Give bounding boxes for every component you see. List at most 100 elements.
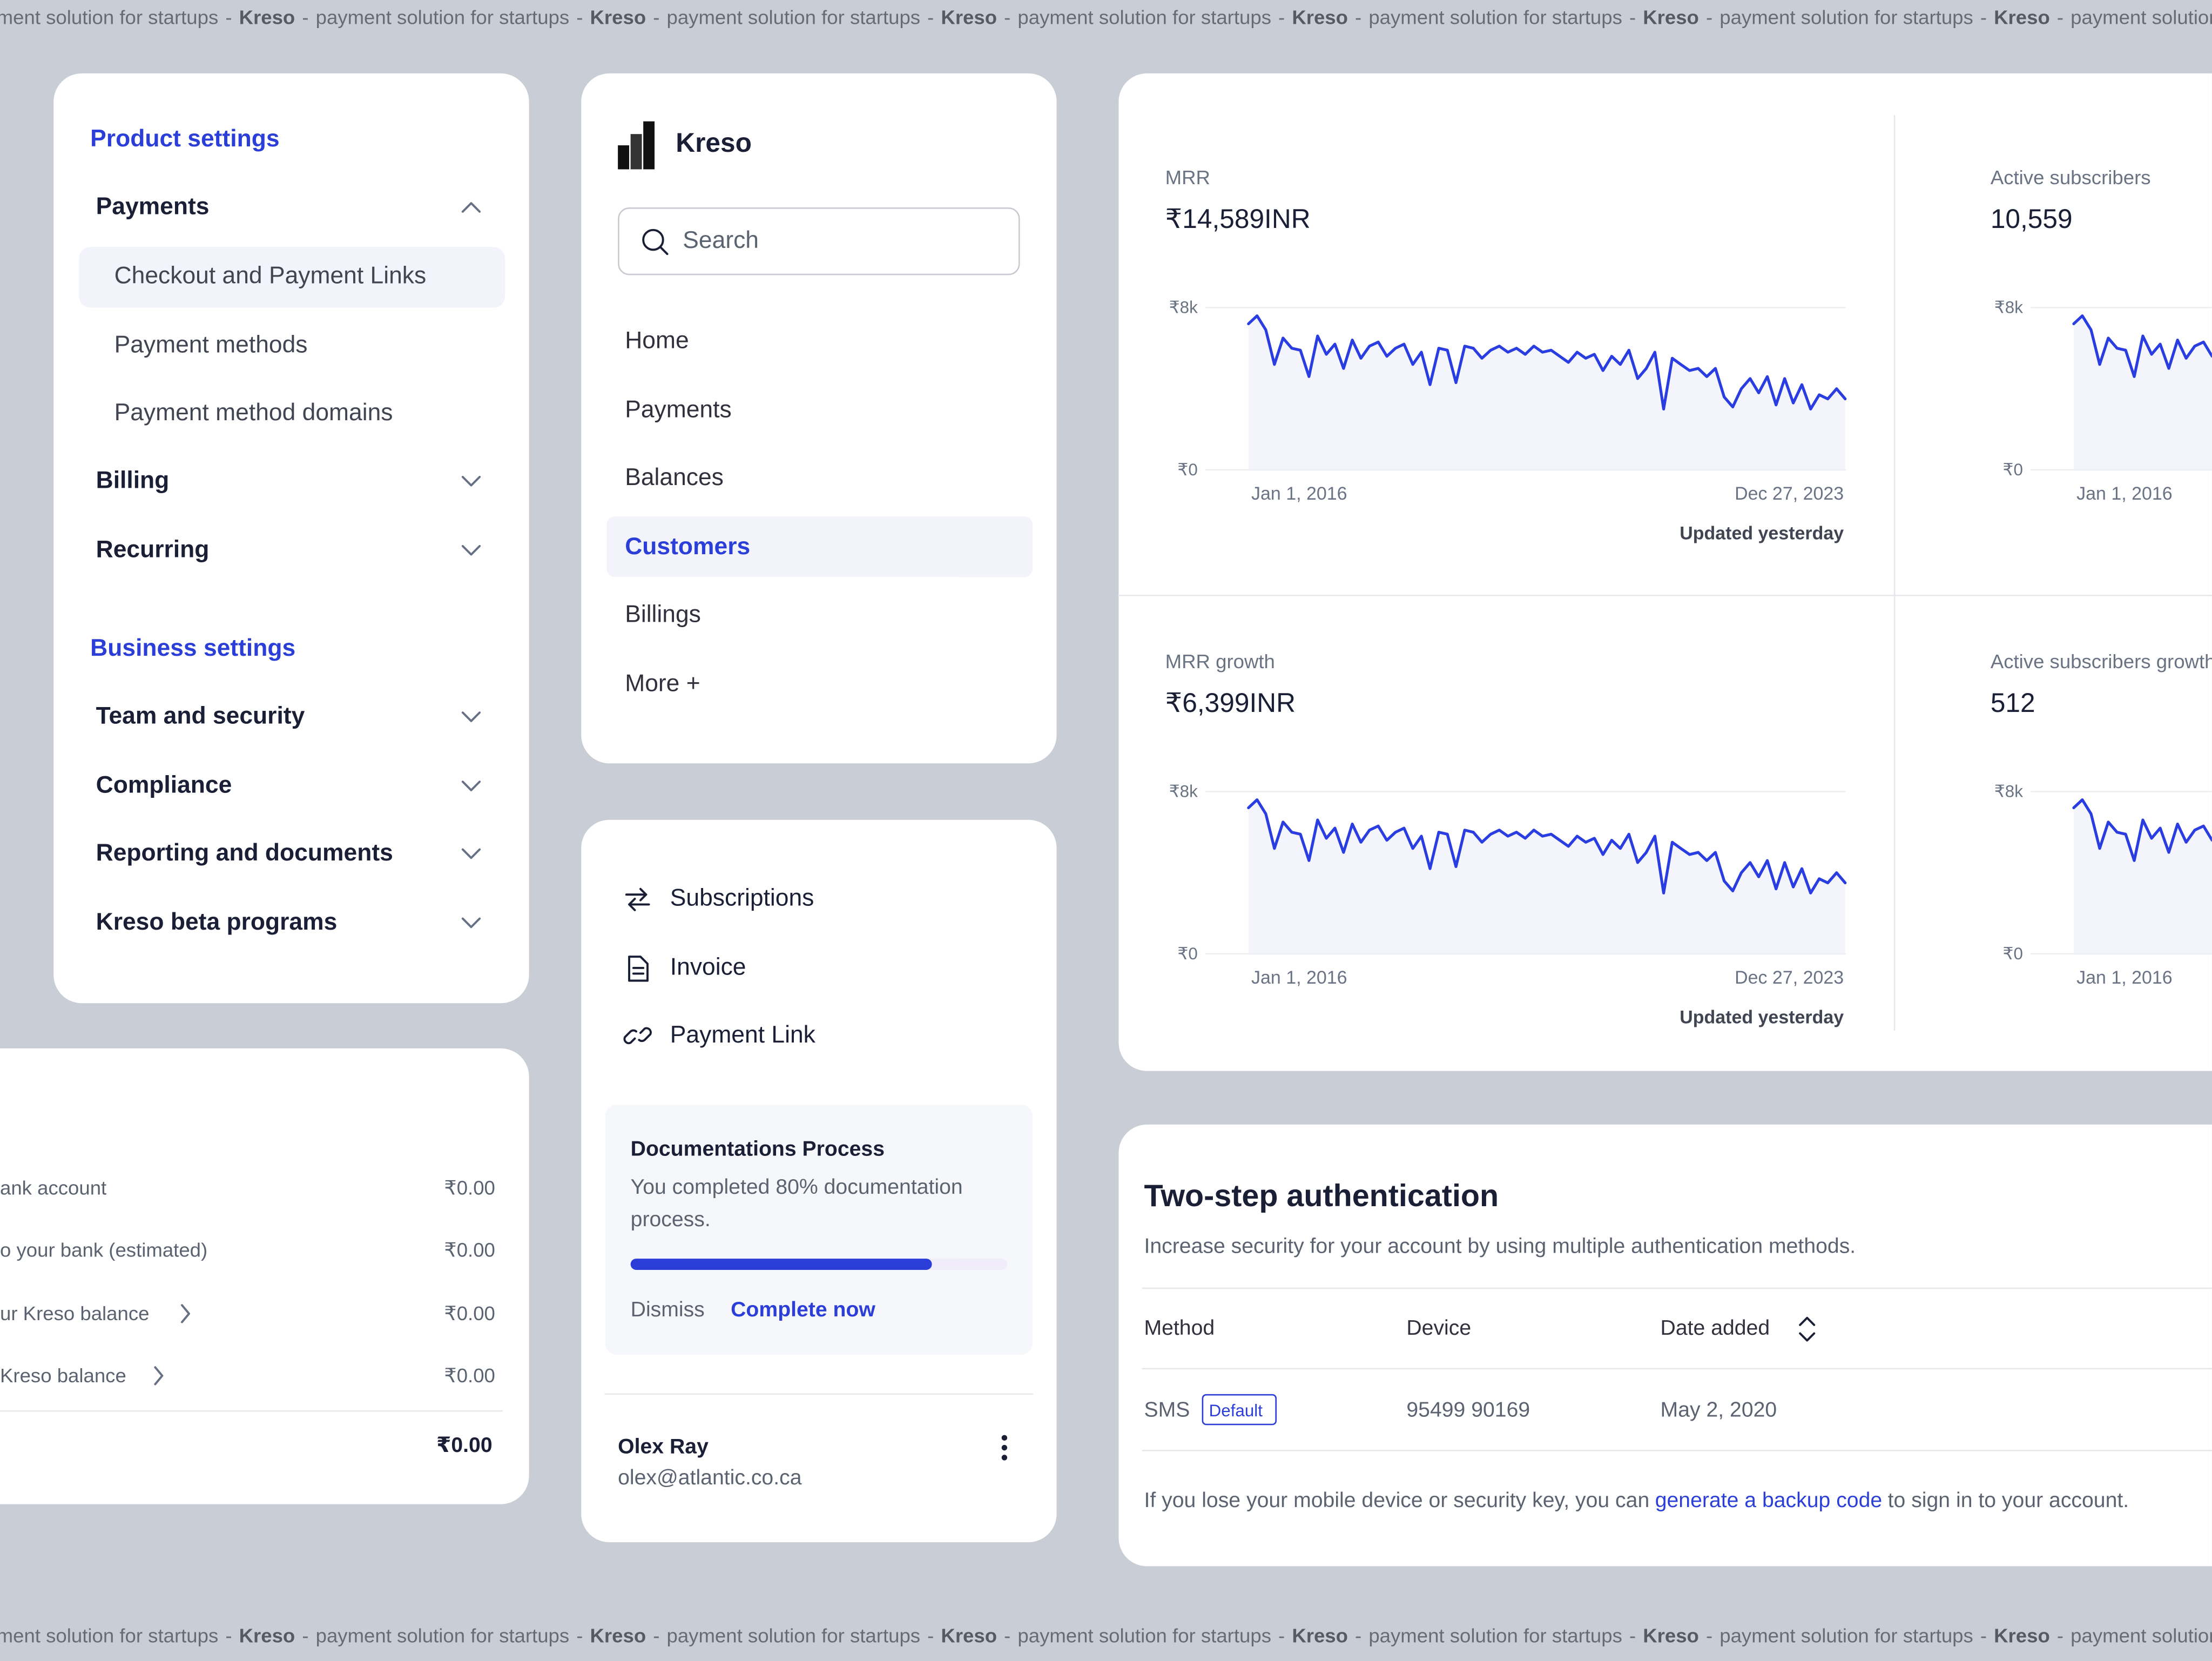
column-header: Device [1406, 1316, 1472, 1341]
action-item[interactable]: Subscriptions [670, 884, 814, 911]
banner-text: - [927, 1624, 934, 1647]
line [2072, 798, 2212, 862]
y-tick-label: ₹0 [1177, 944, 1198, 964]
x-tick-label: Jan 1, 2016 [2076, 966, 2173, 988]
banner-text: - [2056, 1624, 2064, 1647]
progress-fill [630, 1259, 932, 1270]
metric-value: ₹6,399INR [1165, 689, 1296, 719]
backup-link[interactable]: generate a backup code [1655, 1488, 1883, 1513]
x-tick-label: Dec 27, 2023 [1735, 482, 1844, 505]
nav-item[interactable]: Customers [625, 532, 751, 560]
menu-group[interactable]: Billing [96, 467, 170, 494]
menu-item[interactable]: Payment method domains [114, 399, 393, 426]
dismiss-button[interactable]: Dismiss [630, 1298, 705, 1322]
banner-text: payment solution for startups [2071, 1624, 2212, 1647]
area [1248, 315, 1845, 470]
banner: payment solution for startups-Kreso-paym… [0, 5, 2212, 28]
banner-text: - [1980, 5, 1987, 29]
nav-card [581, 73, 1057, 764]
column-header: Method [1144, 1316, 1215, 1341]
doc-text: You completed 80% documentation process. [630, 1175, 963, 1232]
menu-group[interactable]: Team and security [96, 702, 305, 729]
metric-label: Active subscribers [1990, 166, 2151, 189]
banner-text: Kreso [239, 5, 295, 29]
action-item[interactable]: Payment Link [670, 1021, 815, 1048]
subscriptions-icon [625, 887, 650, 911]
banner-text: - [576, 5, 583, 29]
balance-label: ur Kreso balance [0, 1301, 150, 1324]
menu-item[interactable]: Checkout and Payment Links [114, 262, 427, 289]
chart-note: Updated yesterday [1680, 522, 1844, 544]
banner-text: Kreso [1292, 1624, 1348, 1647]
banner-text: - [225, 1624, 232, 1647]
banner-text: - [653, 1624, 660, 1647]
x-tick-label: Jan 1, 2016 [2076, 482, 2173, 505]
doc-box [605, 1105, 1033, 1355]
nav-item[interactable]: Home [625, 327, 689, 354]
banner-text: Kreso [941, 1624, 997, 1647]
doc-title: Documentations Process [630, 1137, 885, 1161]
column-header[interactable]: Date added [1660, 1316, 1770, 1341]
banner-text: - [2056, 5, 2064, 29]
search-box[interactable] [618, 207, 1020, 275]
banner-text: - [1278, 5, 1285, 29]
menu-group[interactable]: Kreso beta programs [96, 908, 338, 936]
menu-group[interactable]: Recurring [96, 536, 210, 563]
banner-text: Kreso [590, 5, 646, 29]
banner-text: - [1705, 5, 1713, 29]
banner-text: - [302, 1624, 309, 1647]
banner-text: Kreso [1994, 5, 2050, 29]
table-cell: 95499 90169 [1406, 1398, 1530, 1423]
invoice-icon [628, 956, 649, 982]
area [2073, 799, 2212, 954]
balances-card [0, 1048, 529, 1504]
balance-value: ₹0.00 [444, 1301, 495, 1324]
menu-item[interactable]: Payment methods [114, 331, 308, 358]
user-email: olex@atlantic.co.ca [618, 1466, 802, 1490]
banner-text: - [576, 1624, 583, 1647]
banner-text: - [1004, 5, 1011, 29]
search-icon [642, 228, 669, 255]
banner-text: payment solution for startups [1017, 5, 1272, 29]
table-cell: May 2, 2020 [1660, 1398, 1777, 1423]
banner-text: Kreso [1643, 5, 1699, 29]
banner-text: - [302, 5, 309, 29]
nav-item[interactable]: Payments [625, 395, 732, 422]
banner-text: - [1629, 5, 1636, 29]
banner-text: Kreso [239, 1624, 295, 1647]
banner-text: - [1278, 1624, 1285, 1647]
banner-text: - [1355, 1624, 1362, 1647]
x-tick-label: Jan 1, 2016 [1251, 482, 1347, 505]
balance-label: ank account [0, 1176, 107, 1199]
balance-label: o your bank (estimated) [0, 1239, 208, 1262]
search-placeholder: Search [683, 227, 759, 254]
banner-text: payment solution for startups [666, 5, 921, 29]
metric-label: MRR [1165, 166, 1210, 189]
complete-button[interactable]: Complete now [731, 1298, 875, 1322]
x-tick-label: Dec 27, 2023 [1735, 966, 1844, 988]
settings-card [53, 73, 529, 1004]
kebab-icon[interactable] [1001, 1435, 1008, 1461]
balance-value: ₹0.00 [444, 1363, 495, 1387]
menu-group[interactable]: Reporting and documents [96, 839, 393, 867]
menu-group[interactable]: Payments [96, 193, 210, 220]
banner-text: Kreso [1643, 1624, 1699, 1647]
chevrons [154, 202, 1816, 1386]
section-title: Business settings [90, 634, 296, 662]
banner-text: payment solution for startups [0, 1624, 219, 1647]
balance-total: ₹0.00 [436, 1433, 493, 1458]
nav-item[interactable]: More + [625, 669, 700, 696]
action-item[interactable]: Invoice [670, 953, 746, 980]
banner-text: payment solution for startups [0, 5, 219, 29]
nav-item[interactable]: Billings [625, 601, 701, 628]
balance-label: Kreso balance [0, 1363, 126, 1387]
banner-text: payment solution for startups [666, 1624, 921, 1647]
nav-item[interactable]: Balances [625, 463, 724, 491]
user-name: Olex Ray [618, 1435, 709, 1460]
banner-text: payment solution for startups [1719, 1624, 1973, 1647]
y-tick-label: ₹8k [1169, 781, 1198, 802]
menu-group[interactable]: Compliance [96, 771, 232, 798]
badge-text: Default [1209, 1401, 1263, 1421]
line [1247, 798, 1847, 895]
